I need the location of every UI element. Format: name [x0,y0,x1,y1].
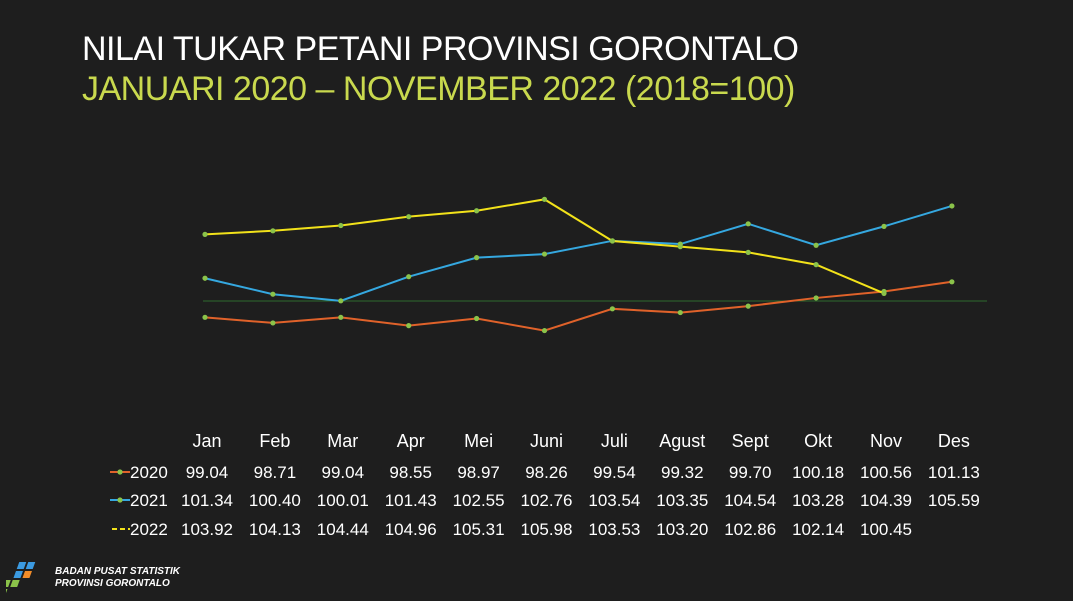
bps-logo-icon [6,562,36,595]
table-cell-2021-Apr: 101.43 [385,491,437,510]
table-cell-2022-Sept: 102.86 [724,520,776,539]
table-header-Okt: Okt [804,431,832,451]
table-cell-2022-Juli: 103.53 [588,520,640,539]
data-point-2020-Juni [541,327,548,334]
data-point-2022-Jan [202,231,208,237]
table-cell-2022-Nov: 100.45 [860,520,912,539]
table-cell-2021-Juni: 102.76 [521,491,573,510]
table-cell-2022-Mar: 104.44 [317,520,369,539]
table-cell-2020-Jan: 99.04 [186,463,229,482]
data-point-2021-Nov [881,223,887,229]
table-cell-2020-Apr: 98.55 [389,463,432,482]
table-cell-2021-Nov: 104.39 [860,491,912,510]
data-point-2022-Okt [813,262,819,268]
data-point-2020-Mei [474,315,480,322]
data-point-2021-Feb [270,291,276,297]
data-point-2021-Apr [406,274,412,280]
table-cell-2022-Juni: 105.98 [521,520,573,539]
table-cell-2020-Nov: 100.56 [860,463,912,482]
table-cell-2022-Mei: 105.31 [453,520,505,539]
data-point-2021-Okt [813,242,819,248]
table-cell-2020-Mar: 99.04 [322,463,365,482]
table-header-Agust: Agust [659,431,705,451]
data-point-2022-Mei [474,208,480,214]
table-cell-2021-Jan: 101.34 [181,491,233,510]
table-header-Juni: Juni [530,431,563,451]
table-header-Sept: Sept [732,431,769,451]
organization-line-1: BADAN PUSAT STATISTIK [55,566,180,577]
table-header-Mei: Mei [464,431,493,451]
organization-name: BADAN PUSAT STATISTIK PROVINSI GORONTALO [55,566,180,590]
legend-marker-2020 [117,469,123,475]
table-cell-2021-Feb: 100.40 [249,491,301,510]
data-point-2020-Jan [202,314,208,320]
data-point-2020-Feb [270,320,276,326]
table-cell-2022-Okt: 102.14 [792,520,844,539]
legend-marker-2021 [117,497,123,503]
table-cell-2022-Apr: 104.96 [385,520,437,539]
table-cell-2020-Juli: 99.54 [593,463,636,482]
table-cell-2022-Jan: 103.92 [181,520,233,539]
table-cell-2021-Okt: 103.28 [792,491,844,510]
table-cell-2022-Agust: 103.20 [656,520,708,539]
data-point-2020-Sept [745,303,751,309]
table-cell-2021-Agust: 103.35 [656,491,708,510]
table-cell-2020-Mei: 98.97 [457,463,500,482]
table-cell-2021-Des: 105.59 [928,491,980,510]
data-point-2022-Mar [338,222,344,229]
series-line-2020 [204,280,953,332]
table-header-Feb: Feb [259,431,290,451]
data-point-2020-Mar [338,314,344,320]
data-point-2020-Agust [677,309,683,316]
data-point-2021-Jan [202,275,208,281]
table-cell-2020-Juni: 98.26 [525,463,568,482]
table-cell-2020-Okt: 100.18 [792,463,844,482]
table-header-Jan: Jan [192,431,221,451]
table-cell-2021-Mei: 102.55 [453,491,505,510]
data-point-2022-Apr [406,214,412,220]
data-point-2022-Feb [270,228,276,234]
series-line-2021 [204,205,953,302]
data-point-2020-Des [949,279,955,285]
legend-label-2021: 2021 [130,491,168,510]
table-header-Juli: Juli [601,431,628,451]
data-point-2022-Nov [881,290,887,296]
chart-subtitle: JANUARI 2020 – NOVEMBER 2022 (2018=100) [82,70,795,108]
organization-line-2: PROVINSI GORONTALO [55,578,170,589]
table-cell-2022-Feb: 104.13 [249,520,301,539]
data-point-2021-Sept [745,221,751,227]
table-cell-2021-Sept: 104.54 [724,491,776,510]
table-cell-2021-Mar: 100.01 [317,491,369,510]
data-point-2022-Agust [677,244,683,250]
legend-label-2020: 2020 [130,463,168,482]
data-point-2021-Des [949,203,955,209]
table-header-Mar: Mar [327,431,358,451]
table-header-Nov: Nov [870,431,902,451]
data-point-2021-Mei [474,255,480,261]
data-point-2022-Sept [745,249,751,255]
data-point-2021-Juni [541,251,548,257]
chart-title: NILAI TUKAR PETANI PROVINSI GORONTALO [82,30,799,68]
table-cell-2020-Des: 101.13 [928,463,980,482]
data-point-2020-Okt [813,295,819,301]
table-header-Des: Des [938,431,970,451]
table-cell-2020-Feb: 98.71 [254,463,297,482]
legend-label-2022: 2022 [130,520,168,539]
data-point-2022-Juli [609,238,616,244]
data-point-2022-Juni [541,196,548,202]
data-point-2020-Juli [609,306,616,312]
table-header-Apr: Apr [397,431,425,451]
data-point-2020-Apr [406,323,412,329]
table-cell-2021-Juli: 103.54 [588,491,640,510]
data-point-2021-Mar [338,298,344,304]
table-cell-2020-Sept: 99.70 [729,463,772,482]
series-line-2022 [204,198,885,295]
table-cell-2020-Agust: 99.32 [661,463,704,482]
